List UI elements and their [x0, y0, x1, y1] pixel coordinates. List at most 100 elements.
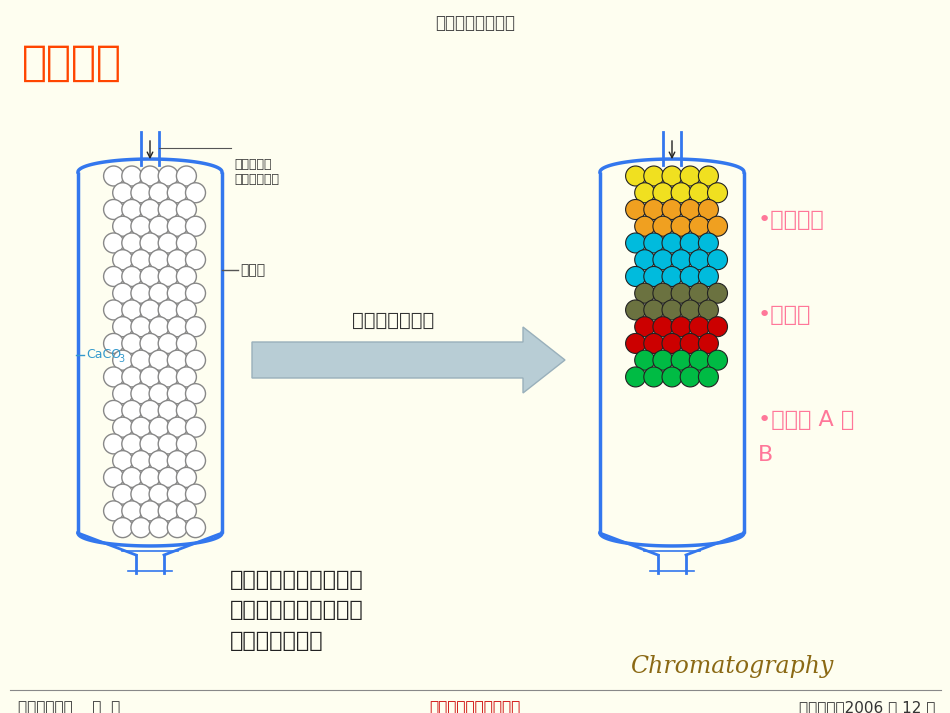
Circle shape — [122, 434, 142, 454]
Circle shape — [653, 216, 673, 236]
Circle shape — [131, 350, 151, 370]
Circle shape — [185, 350, 205, 370]
Circle shape — [680, 166, 700, 186]
Circle shape — [662, 166, 682, 186]
Circle shape — [149, 451, 169, 471]
Text: 玻璃柱: 玻璃柱 — [240, 263, 265, 277]
Circle shape — [690, 183, 710, 202]
Circle shape — [185, 216, 205, 236]
Circle shape — [113, 250, 133, 270]
Circle shape — [159, 501, 179, 521]
Circle shape — [159, 401, 179, 421]
Circle shape — [177, 334, 197, 354]
Circle shape — [680, 300, 700, 320]
Circle shape — [122, 501, 142, 521]
Circle shape — [122, 300, 142, 320]
Circle shape — [149, 283, 169, 303]
Circle shape — [149, 518, 169, 538]
Circle shape — [644, 166, 664, 186]
Text: B: B — [758, 445, 773, 465]
Circle shape — [635, 317, 655, 337]
Circle shape — [671, 317, 691, 337]
Circle shape — [662, 267, 682, 287]
Circle shape — [653, 350, 673, 370]
Circle shape — [680, 267, 700, 287]
Circle shape — [104, 334, 124, 354]
Circle shape — [140, 468, 160, 488]
Text: 化学实验教学示范中心: 化学实验教学示范中心 — [429, 700, 521, 713]
Circle shape — [177, 434, 197, 454]
Circle shape — [177, 300, 197, 320]
Circle shape — [644, 334, 664, 354]
Circle shape — [698, 367, 718, 387]
Circle shape — [104, 401, 124, 421]
Text: 植物色素的: 植物色素的 — [234, 158, 272, 171]
Circle shape — [690, 317, 710, 337]
Circle shape — [626, 267, 646, 287]
Circle shape — [177, 166, 197, 186]
Circle shape — [131, 417, 151, 437]
Circle shape — [698, 334, 718, 354]
Circle shape — [185, 451, 205, 471]
Circle shape — [167, 384, 187, 404]
Circle shape — [626, 166, 646, 186]
Circle shape — [167, 283, 187, 303]
Circle shape — [177, 367, 197, 387]
Circle shape — [113, 384, 133, 404]
Circle shape — [690, 350, 710, 370]
Circle shape — [140, 434, 160, 454]
Circle shape — [140, 300, 160, 320]
Circle shape — [708, 283, 728, 303]
Circle shape — [159, 267, 179, 287]
Circle shape — [167, 451, 187, 471]
Circle shape — [698, 200, 718, 220]
Circle shape — [635, 250, 655, 270]
Circle shape — [635, 283, 655, 303]
Circle shape — [167, 518, 187, 538]
Circle shape — [113, 350, 133, 370]
Circle shape — [653, 183, 673, 202]
Circle shape — [140, 334, 160, 354]
Circle shape — [104, 434, 124, 454]
Circle shape — [131, 518, 151, 538]
Circle shape — [159, 434, 179, 454]
Circle shape — [708, 317, 728, 337]
Circle shape — [653, 283, 673, 303]
Circle shape — [131, 317, 151, 337]
Circle shape — [104, 367, 124, 387]
Text: 3: 3 — [118, 354, 124, 364]
Circle shape — [113, 417, 133, 437]
Circle shape — [104, 233, 124, 253]
Circle shape — [149, 384, 169, 404]
Circle shape — [177, 267, 197, 287]
Circle shape — [185, 518, 205, 538]
Circle shape — [662, 233, 682, 253]
Circle shape — [149, 484, 169, 504]
Circle shape — [159, 367, 179, 387]
Circle shape — [644, 367, 664, 387]
Circle shape — [131, 384, 151, 404]
Circle shape — [177, 468, 197, 488]
Circle shape — [185, 183, 205, 202]
Circle shape — [680, 200, 700, 220]
Circle shape — [690, 216, 710, 236]
Circle shape — [104, 166, 124, 186]
Circle shape — [644, 200, 664, 220]
Circle shape — [671, 283, 691, 303]
Circle shape — [635, 350, 655, 370]
Circle shape — [122, 401, 142, 421]
Circle shape — [149, 417, 169, 437]
Text: 加入石油醚分层: 加入石油醚分层 — [352, 311, 434, 330]
Circle shape — [140, 200, 160, 220]
Circle shape — [626, 200, 646, 220]
Circle shape — [113, 216, 133, 236]
Circle shape — [131, 484, 151, 504]
Circle shape — [113, 183, 133, 202]
Circle shape — [698, 267, 718, 287]
Text: •胡萝卜素: •胡萝卜素 — [758, 210, 825, 230]
Circle shape — [131, 283, 151, 303]
Text: 色谱起源: 色谱起源 — [22, 42, 122, 84]
Circle shape — [635, 183, 655, 202]
Circle shape — [185, 484, 205, 504]
Circle shape — [131, 451, 151, 471]
